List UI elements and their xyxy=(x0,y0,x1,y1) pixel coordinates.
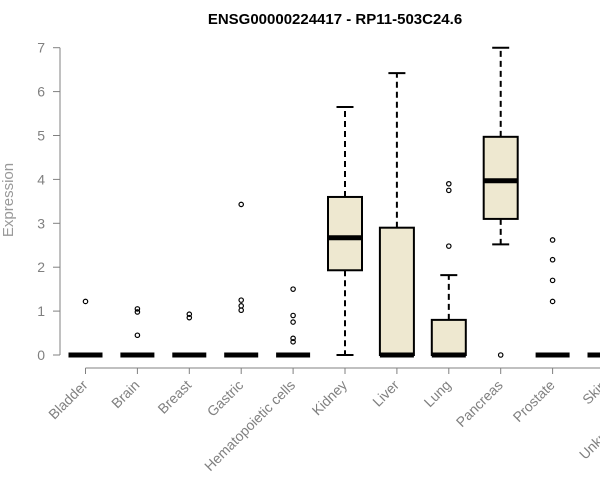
y-tick-label: 7 xyxy=(37,40,45,56)
box-brain xyxy=(120,306,155,358)
outlier-point xyxy=(549,256,556,263)
outlier-point xyxy=(82,298,89,305)
x-tick-label: Hematopoietic cells xyxy=(201,377,298,474)
y-tick-label: 0 xyxy=(37,347,45,363)
y-tick-label: 4 xyxy=(37,171,45,187)
outlier-point xyxy=(238,307,245,314)
x-tick-label: Gastric xyxy=(204,377,247,420)
outlier-point xyxy=(238,201,245,208)
box-lung xyxy=(430,180,467,358)
y-tick-label: 2 xyxy=(37,259,45,275)
box-liver xyxy=(378,72,415,358)
box-bladder xyxy=(68,298,103,358)
outlier-point xyxy=(549,277,556,284)
outlier-point xyxy=(238,303,245,309)
x-tick-label: Skin xyxy=(579,377,600,408)
x-tick-label: Liver xyxy=(369,377,402,410)
outlier-point xyxy=(290,312,296,319)
x-tick-label: Brain xyxy=(108,377,142,411)
box-gastric xyxy=(224,201,259,358)
chart-title: ENSG00000224417 - RP11-503C24.6 xyxy=(208,11,462,28)
iqr-box xyxy=(327,195,363,272)
outlier-point xyxy=(186,314,193,321)
y-tick-label: 3 xyxy=(37,215,45,231)
outlier-point xyxy=(445,243,452,249)
y-axis-title: Expression xyxy=(0,163,17,237)
x-tick-label: Prostate xyxy=(510,377,558,425)
box-skin xyxy=(587,352,600,358)
box-prostate xyxy=(535,237,570,358)
outlier-point xyxy=(549,237,556,243)
x-tick-label: Breast xyxy=(154,377,194,417)
y-axis: 0 1 2 3 4 5 6 7 xyxy=(37,40,61,363)
box-kidney xyxy=(327,105,363,356)
outlier-point xyxy=(186,311,193,317)
box-breast xyxy=(172,311,207,358)
box-hematopoietic-cells xyxy=(276,286,311,358)
outlier-point xyxy=(290,335,296,342)
outlier-point xyxy=(497,352,504,358)
x-tick-label: Pancreas xyxy=(453,377,506,430)
outlier-point xyxy=(290,319,296,325)
outlier-point xyxy=(445,187,452,194)
outlier-point xyxy=(290,339,296,345)
outlier-point xyxy=(134,309,141,315)
y-tick-label: 1 xyxy=(37,303,45,319)
y-tick-label: 5 xyxy=(37,128,45,144)
box-series xyxy=(68,46,600,358)
y-tick-label: 6 xyxy=(37,84,45,100)
outlier-point xyxy=(134,332,141,339)
outlier-point xyxy=(445,180,452,187)
x-tick-label: Lung xyxy=(421,377,454,410)
outlier-point xyxy=(134,306,141,312)
outlier-point xyxy=(290,286,296,292)
outlier-point xyxy=(549,298,556,305)
x-tick-label: Kidney xyxy=(309,377,351,419)
box-pancreas xyxy=(482,46,519,358)
x-tick-label: Bladder xyxy=(45,377,91,423)
iqr-box xyxy=(482,135,519,220)
iqr-box xyxy=(378,226,415,356)
outlier-point xyxy=(238,297,245,303)
iqr-box xyxy=(430,318,467,357)
